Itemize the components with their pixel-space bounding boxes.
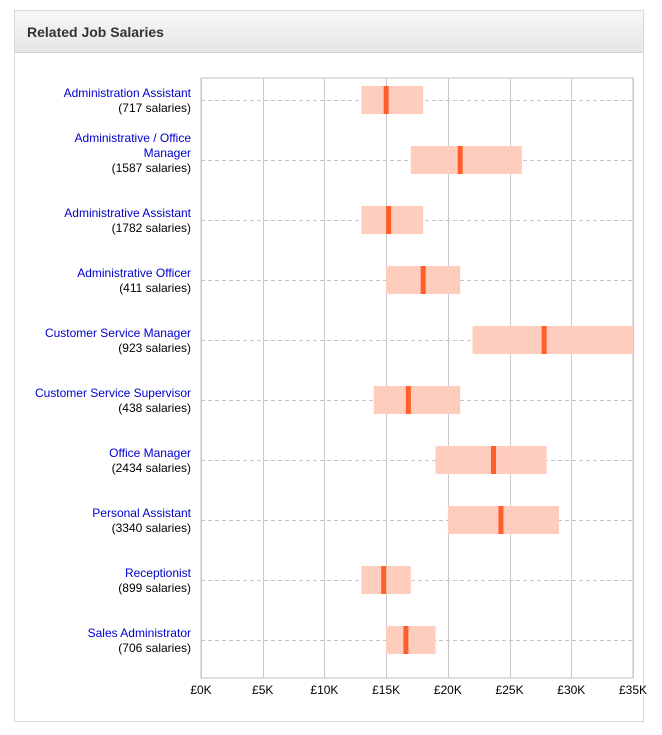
job-title-link[interactable]: Office Manager <box>109 446 191 460</box>
panel-title: Related Job Salaries <box>27 24 164 40</box>
job-title-link[interactable]: Administrative Officer <box>77 266 191 280</box>
salary-count-label: (899 salaries) <box>118 581 191 595</box>
job-title-link[interactable]: Personal Assistant <box>92 506 191 520</box>
salary-range-bar <box>361 206 424 234</box>
job-title-link[interactable]: Customer Service Supervisor <box>35 386 191 400</box>
job-title-link[interactable]: Administration Assistant <box>64 86 192 100</box>
median-marker <box>420 266 426 294</box>
panel-header: Related Job Salaries <box>15 11 643 53</box>
job-title-link[interactable]: Customer Service Manager <box>45 326 191 340</box>
median-marker <box>541 326 547 354</box>
salary-range-bar <box>373 386 461 414</box>
salary-range-bar <box>386 626 436 654</box>
salary-count-label: (411 salaries) <box>119 281 191 295</box>
salary-count-label: (1782 salaries) <box>112 221 191 235</box>
x-tick-label: £5K <box>252 683 273 697</box>
median-marker <box>491 446 497 474</box>
x-tick-label: £0K <box>190 683 211 697</box>
job-title-link[interactable]: Manager <box>144 146 191 160</box>
job-title-link[interactable]: Receptionist <box>125 566 192 580</box>
job-title-link[interactable]: Administrative / Office <box>75 131 192 145</box>
x-tick-label: £25K <box>496 683 524 697</box>
job-title-link[interactable]: Sales Administrator <box>88 626 191 640</box>
salary-range-bar <box>472 326 633 354</box>
salary-count-label: (3340 salaries) <box>112 521 191 535</box>
salary-range-bar <box>410 146 522 174</box>
salary-count-label: (706 salaries) <box>118 641 191 655</box>
salary-range-bar <box>361 86 424 114</box>
salary-count-label: (923 salaries) <box>118 341 191 355</box>
median-marker <box>383 86 389 114</box>
x-tick-label: £35K <box>619 683 647 697</box>
median-marker <box>498 506 504 534</box>
median-marker <box>457 146 463 174</box>
salary-count-label: (1587 salaries) <box>112 161 191 175</box>
x-tick-label: £30K <box>557 683 585 697</box>
x-tick-label: £15K <box>372 683 400 697</box>
salary-count-label: (2434 salaries) <box>112 461 191 475</box>
median-marker <box>381 566 387 594</box>
median-marker <box>405 386 411 414</box>
salary-count-label: (438 salaries) <box>118 401 191 415</box>
median-marker <box>403 626 409 654</box>
x-tick-label: £10K <box>310 683 338 697</box>
median-marker <box>386 206 392 234</box>
x-tick-label: £20K <box>434 683 462 697</box>
job-title-link[interactable]: Administrative Assistant <box>64 206 191 220</box>
salary-count-label: (717 salaries) <box>118 101 191 115</box>
